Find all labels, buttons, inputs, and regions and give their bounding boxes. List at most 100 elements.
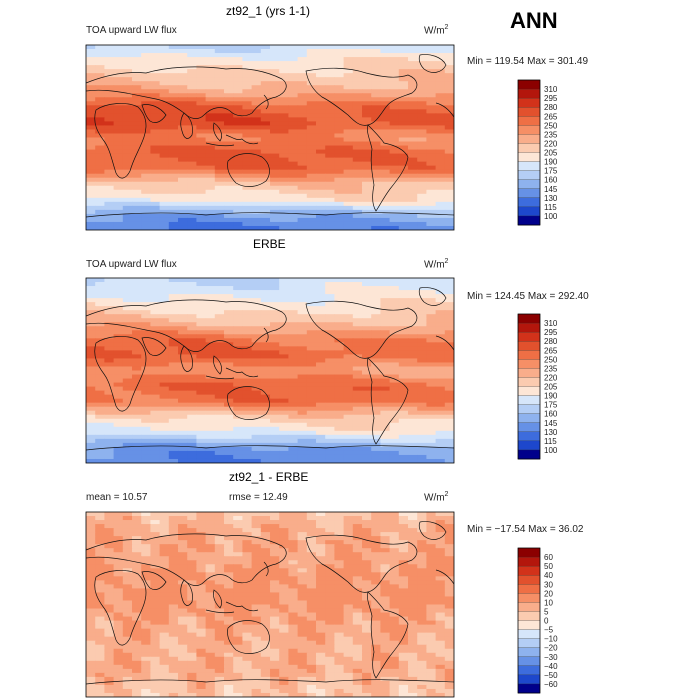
- map-cell: [444, 362, 454, 368]
- map-cell: [178, 213, 188, 219]
- map-cell: [196, 434, 207, 440]
- map-cell: [260, 584, 271, 590]
- map-cell: [205, 197, 216, 203]
- map-cell: [362, 149, 372, 155]
- map-cell: [242, 402, 253, 408]
- map-cell: [398, 77, 409, 82]
- map-cell: [306, 552, 317, 557]
- map-cell: [150, 278, 161, 283]
- map-cell: [343, 540, 354, 545]
- map-cell: [288, 81, 299, 86]
- map-cell: [325, 596, 335, 602]
- map-cell: [168, 592, 179, 598]
- map-cell: [113, 564, 124, 569]
- map-cell: [178, 600, 188, 606]
- map-cell: [86, 330, 96, 335]
- map-cell: [122, 282, 133, 287]
- map-cell: [214, 398, 225, 404]
- map-cell: [362, 528, 372, 533]
- map-cell: [159, 524, 170, 529]
- map-cell: [325, 286, 335, 291]
- map-cell: [95, 189, 105, 195]
- map-cell: [389, 552, 400, 557]
- map-cell: [95, 121, 105, 127]
- map-cell: [141, 576, 151, 581]
- map-cell: [196, 105, 207, 110]
- map-cell: [398, 290, 409, 295]
- map-cell: [187, 612, 197, 618]
- map-cell: [159, 548, 170, 553]
- map-cell: [95, 382, 105, 388]
- map-cell: [334, 157, 345, 163]
- map-cell: [343, 560, 354, 565]
- map-cell: [187, 520, 197, 525]
- map-cell: [316, 225, 326, 230]
- map-cell: [352, 600, 363, 606]
- map-cell: [178, 89, 188, 94]
- map-cell: [435, 109, 446, 114]
- map-cell: [435, 378, 446, 384]
- map-cell: [187, 314, 197, 319]
- map-cell: [104, 418, 115, 424]
- map-cell: [214, 608, 225, 614]
- map-cell: [150, 608, 161, 614]
- map-cell: [444, 612, 454, 618]
- map-cell: [417, 181, 427, 187]
- map-cell: [343, 73, 354, 78]
- map-cell: [260, 69, 271, 74]
- map-cell: [417, 294, 427, 299]
- map-cell: [380, 69, 391, 74]
- map-cell: [224, 129, 234, 135]
- map-cell: [260, 552, 271, 557]
- map-cell: [168, 205, 179, 211]
- map-cell: [86, 109, 96, 114]
- map-cell: [113, 442, 124, 448]
- map-cell: [242, 512, 253, 517]
- map-cell: [398, 137, 409, 143]
- map-cell: [251, 390, 262, 396]
- map-cell: [297, 49, 308, 54]
- map-cell: [214, 201, 225, 207]
- map-cell: [168, 326, 179, 331]
- map-cell: [389, 73, 400, 78]
- map-cell: [113, 105, 124, 110]
- map-cell: [279, 53, 289, 58]
- map-cell: [343, 588, 354, 594]
- map-cell: [408, 165, 418, 171]
- map-cell: [426, 370, 437, 376]
- map-cell: [260, 354, 271, 360]
- map-cell: [408, 442, 418, 448]
- map-cell: [297, 286, 308, 291]
- map-cell: [371, 53, 381, 58]
- map-cell: [104, 536, 115, 541]
- map-cell: [122, 592, 133, 598]
- map-cell: [168, 57, 179, 62]
- map-cell: [435, 217, 446, 223]
- map-cell: [352, 636, 363, 642]
- map-cell: [426, 608, 437, 614]
- map-cell: [104, 620, 115, 626]
- map-cell: [352, 536, 363, 541]
- map-cell: [150, 612, 161, 618]
- map-cell: [187, 129, 197, 135]
- map-cell: [150, 568, 161, 573]
- map-cell: [168, 512, 179, 517]
- map-cell: [224, 225, 234, 230]
- map-cell: [398, 580, 409, 585]
- map-cell: [408, 145, 418, 151]
- map-cell: [444, 446, 454, 452]
- map-cell: [426, 378, 437, 384]
- map-cell: [279, 69, 289, 74]
- map-cell: [279, 346, 289, 351]
- map-cell: [95, 61, 105, 66]
- map-cell: [435, 628, 446, 634]
- map-cell: [444, 197, 454, 203]
- map-cell: [389, 129, 400, 135]
- map-cell: [316, 406, 326, 412]
- map-cell: [150, 282, 161, 287]
- map-cell: [362, 326, 372, 331]
- map-cell: [325, 560, 335, 565]
- map-cell: [205, 548, 216, 553]
- map-cell: [316, 221, 326, 227]
- map-cell: [141, 57, 151, 62]
